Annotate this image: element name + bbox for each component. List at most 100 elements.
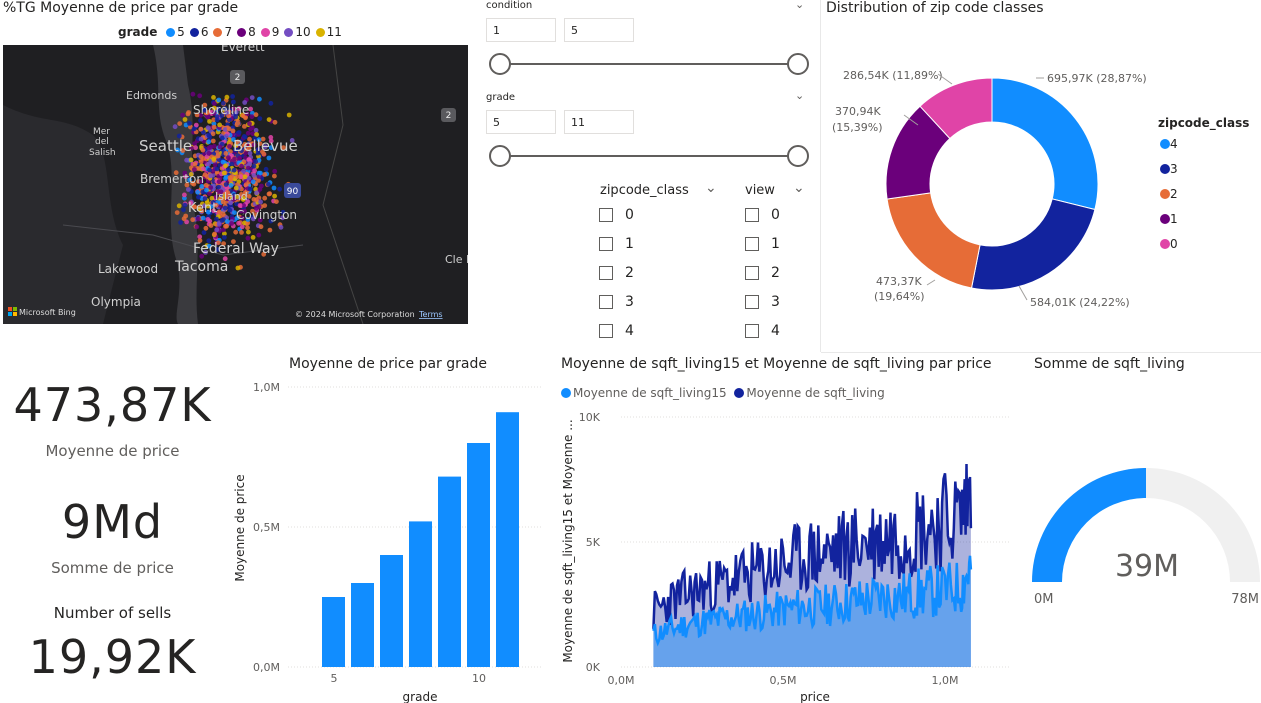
map-point — [239, 148, 244, 154]
map-point — [286, 112, 292, 118]
view-option[interactable]: 3 — [745, 287, 780, 316]
map-point — [230, 128, 236, 134]
condition-max-input[interactable]: 5 — [564, 18, 634, 42]
checkbox[interactable] — [599, 323, 613, 338]
map-legend-items: 5 6 7 8 9 10 11 — [161, 25, 342, 39]
donut-slice-0[interactable] — [919, 77, 993, 140]
vertical-divider — [820, 0, 821, 352]
map-point — [210, 138, 216, 144]
map-terms-link[interactable]: Terms — [418, 310, 443, 319]
map-point — [245, 220, 251, 226]
map-point — [208, 185, 214, 190]
map-point — [226, 155, 231, 160]
map-point — [182, 195, 187, 201]
map-point — [252, 136, 258, 141]
map-point — [262, 195, 268, 201]
bar-7[interactable] — [380, 555, 403, 667]
zipcode-option[interactable]: 0 — [599, 200, 634, 229]
map-point — [211, 110, 217, 116]
map-point — [254, 190, 259, 196]
map-point — [242, 174, 248, 180]
place-label-shoreline: Shoreline — [193, 103, 249, 117]
checkbox[interactable] — [745, 207, 759, 222]
map-legend-item: 8 — [237, 25, 256, 39]
grade-min-input[interactable]: 5 — [486, 110, 556, 134]
zipcode-option[interactable]: 4 — [599, 316, 634, 345]
legend-dot — [237, 28, 247, 37]
checkbox[interactable] — [745, 236, 759, 251]
place-label-everett: Everett — [221, 45, 265, 54]
legend-dot — [1160, 214, 1170, 224]
condition-slider-max-handle[interactable] — [787, 53, 809, 75]
area-line-sqft-living15[interactable] — [652, 555, 973, 647]
bar-11[interactable] — [496, 412, 519, 667]
grade-slider-track[interactable] — [500, 155, 798, 157]
view-option[interactable]: 4 — [745, 316, 780, 345]
zipcode-option[interactable]: 1 — [599, 229, 634, 258]
map-point — [262, 203, 268, 209]
map-point — [239, 224, 245, 230]
bar-9[interactable] — [438, 476, 461, 667]
checkbox[interactable] — [599, 265, 613, 280]
view-option[interactable]: 0 — [745, 200, 780, 229]
grade-slider-max-handle[interactable] — [787, 145, 809, 167]
checkbox[interactable] — [599, 236, 613, 251]
checkbox[interactable] — [745, 294, 759, 309]
bar-series — [322, 412, 519, 667]
zipcode-chevron-down-icon[interactable]: ⌄ — [705, 180, 717, 196]
map-point — [274, 199, 279, 205]
condition-slider-min-handle[interactable] — [489, 53, 511, 75]
bar-5[interactable] — [322, 597, 345, 667]
map-point — [281, 145, 286, 150]
view-chevron-down-icon[interactable]: ⌄ — [793, 180, 805, 196]
map-point — [211, 95, 216, 100]
grade-max-input[interactable]: 11 — [564, 110, 634, 134]
donut-slices — [885, 77, 1099, 291]
checkbox[interactable] — [745, 265, 759, 280]
map-point — [263, 144, 268, 150]
legend-dot — [213, 28, 223, 37]
map-point — [246, 229, 251, 235]
map-canvas[interactable]: Everett Edmonds Shoreline Mer del Salish… — [3, 45, 468, 324]
road-shields: 2 2 90 — [230, 70, 456, 198]
map-point — [211, 121, 217, 127]
map-point — [220, 199, 226, 205]
map-point — [251, 197, 257, 202]
condition-chevron-down-icon[interactable]: ⌄ — [795, 0, 805, 11]
map-point — [203, 182, 209, 188]
grade-slider-min-handle[interactable] — [489, 145, 511, 167]
map-point — [211, 156, 217, 162]
map-point — [250, 208, 255, 214]
gauge-chart: 39M 0M 78M — [1032, 468, 1260, 607]
bar-10[interactable] — [467, 443, 490, 667]
grade-chevron-down-icon[interactable]: ⌄ — [795, 89, 805, 102]
place-label-cle-elum: Cle E — [445, 253, 468, 266]
checkbox[interactable] — [745, 323, 759, 338]
zipcode-option[interactable]: 3 — [599, 287, 634, 316]
bar-6[interactable] — [351, 583, 374, 667]
area-y-tick: 5K — [586, 536, 601, 549]
map-point — [231, 167, 237, 173]
condition-min-input[interactable]: 1 — [486, 18, 556, 42]
donut-slice-3[interactable] — [970, 198, 1096, 291]
area-line-sqft-living[interactable] — [652, 463, 973, 629]
map-point — [237, 203, 243, 208]
place-label-kent: Kent — [188, 201, 217, 216]
zipcode-slicer-label: zipcode_class — [600, 183, 689, 198]
map-point — [267, 191, 273, 197]
condition-slider-track[interactable] — [500, 63, 798, 65]
checkbox[interactable] — [599, 207, 613, 222]
checkbox[interactable] — [599, 294, 613, 309]
map-point — [206, 150, 212, 156]
donut-slice-2[interactable] — [886, 192, 981, 289]
map-point — [203, 225, 209, 231]
zipcode-option[interactable]: 2 — [599, 258, 634, 287]
map-legend-item: 9 — [260, 25, 279, 39]
view-option[interactable]: 2 — [745, 258, 780, 287]
donut-label-2-pct: (19,64%) — [874, 290, 925, 303]
donut-slice-4[interactable] — [991, 77, 1099, 211]
map-point — [233, 143, 239, 148]
bar-8[interactable] — [409, 521, 432, 667]
view-option[interactable]: 1 — [745, 229, 780, 258]
donut-legend: 4 3 2 1 0 — [1160, 137, 1178, 251]
